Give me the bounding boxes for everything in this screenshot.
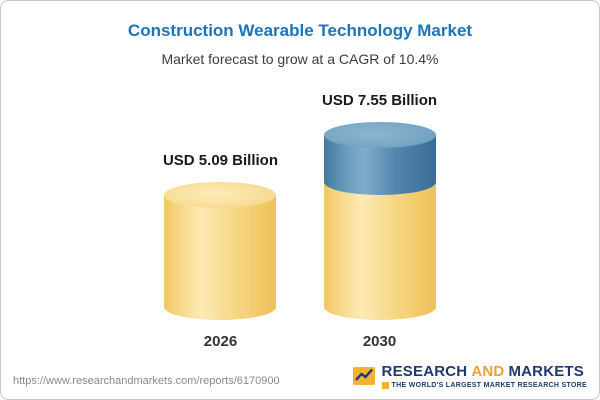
research-and-markets-logo: RESEARCH AND MARKETS THE WORLD'S LARGEST… xyxy=(352,362,587,389)
logo-word-markets: MARKETS xyxy=(508,362,585,380)
source-url: https://www.researchandmarkets.com/repor… xyxy=(13,375,280,387)
page-title: Construction Wearable Technology Market xyxy=(127,21,473,40)
chart-header: Construction Wearable Technology Market … xyxy=(1,1,599,67)
cylinder-bar-2030 xyxy=(323,121,436,320)
bar-value-label-2026: USD 5.09 Billion xyxy=(162,151,278,169)
cylinder-bar-2026 xyxy=(164,181,277,320)
tagline-bullet-square xyxy=(381,382,389,389)
logo-word-and: AND xyxy=(471,362,505,380)
bar-chart: USD 5.09 Billion 2026 USD 7.55 Billion 2… xyxy=(1,67,599,364)
logo-tagline: THE WORLD'S LARGEST MARKET RESEARCH STOR… xyxy=(391,382,587,389)
bar-category-label-2026: 2026 xyxy=(203,332,238,350)
page-subtitle: Market forecast to grow at a CAGR of 10.… xyxy=(161,51,439,67)
cylinder-top-face xyxy=(164,181,277,208)
bar-group-2030: USD 7.55 Billion 2030 xyxy=(322,92,437,350)
logo-tagline-row: THE WORLD'S LARGEST MARKET RESEARCH STOR… xyxy=(381,382,587,389)
logo-word-research: RESEARCH xyxy=(381,362,468,380)
logo-text: RESEARCH AND MARKETS THE WORLD'S LARGEST… xyxy=(381,362,587,389)
cylinder-body xyxy=(164,194,277,320)
logo-wordmark: RESEARCH AND MARKETS xyxy=(381,362,585,381)
bar-category-label-2030: 2030 xyxy=(362,332,397,350)
bar-group-2026: USD 5.09 Billion 2026 xyxy=(163,152,278,350)
cylinder-top-face xyxy=(323,121,436,148)
chart-trend-icon xyxy=(352,364,376,388)
bar-value-label-2030: USD 7.55 Billion xyxy=(322,91,438,109)
footer: https://www.researchandmarkets.com/repor… xyxy=(1,362,599,400)
